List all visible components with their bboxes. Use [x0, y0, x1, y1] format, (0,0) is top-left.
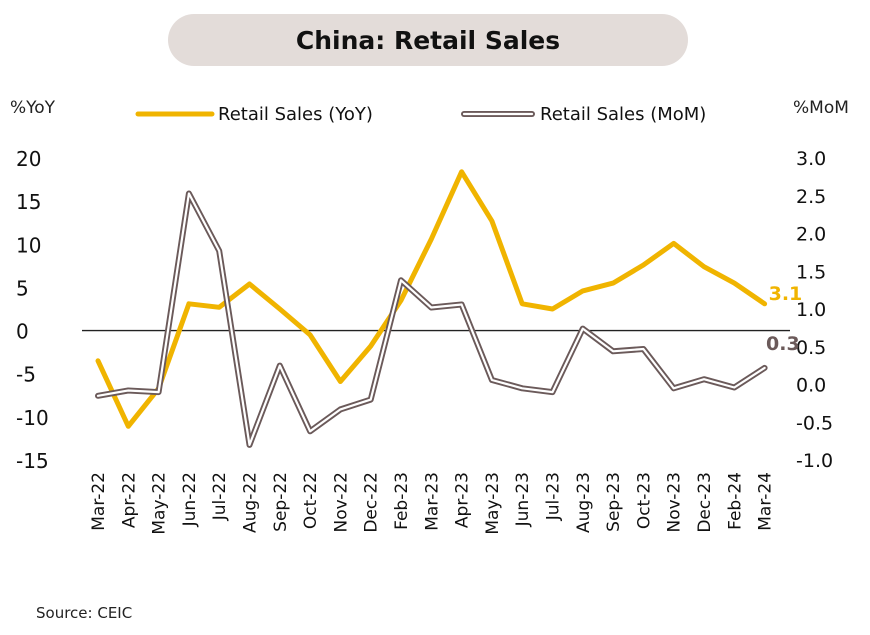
x-tick-label: Dec-22 [362, 472, 382, 533]
x-tick-label: Oct-23 [634, 472, 654, 529]
x-tick-label: Jul-22 [210, 472, 230, 521]
x-tick-label: Feb-24 [725, 472, 745, 530]
left-axis-title: %YoY [10, 98, 56, 118]
series-line-yoy [95, 169, 768, 429]
x-tick-label: Mar-22 [89, 472, 109, 531]
right-tick-label: 0.5 [796, 337, 826, 359]
right-tick-label: 2.5 [796, 186, 826, 208]
right-tick-label: 2.0 [796, 224, 826, 246]
line-chart: %YoY %MoM 20 15 10 5 0 -5 -10 -15 3.0 2.5 2.0 1.5 1.0 0… [10, 98, 849, 535]
x-tick-label: Dec-23 [695, 472, 715, 533]
series-line-mom [95, 190, 768, 448]
x-tick-label: Nov-23 [665, 472, 685, 533]
end-label-yoy: 3.1 [769, 283, 803, 305]
left-tick-label: -5 [16, 363, 36, 387]
left-tick-label: -10 [16, 406, 49, 430]
legend-label-yoy: Retail Sales (YoY) [218, 104, 373, 125]
legend-label-mom: Retail Sales (MoM) [540, 104, 706, 125]
right-tick-label: 3.0 [796, 148, 826, 170]
x-tick-label: Sep-23 [604, 472, 624, 532]
x-tick-label: Jul-23 [544, 472, 564, 521]
x-tick-label: Jun-22 [180, 472, 200, 527]
right-tick-label: -1.0 [796, 450, 833, 472]
x-tick-label: Sep-22 [271, 472, 291, 532]
right-tick-label: 0.0 [796, 375, 826, 397]
right-tick-label: 1.0 [796, 299, 826, 321]
x-tick-label: Jun-23 [513, 472, 533, 527]
x-tick-label: Mar-24 [756, 472, 776, 531]
x-tick-label: Apr-23 [453, 472, 473, 528]
x-tick-label: Aug-23 [574, 472, 594, 533]
left-tick-label: -15 [16, 449, 49, 473]
chart-title: China: Retail Sales [295, 25, 561, 55]
left-tick-label: 5 [16, 276, 29, 300]
left-tick-label: 20 [16, 147, 41, 171]
x-tick-label: Apr-22 [119, 472, 139, 528]
x-tick-label: Nov-22 [331, 472, 351, 533]
right-tick-label: -0.5 [796, 412, 833, 434]
x-tick-label: May-23 [483, 472, 503, 535]
series-line-mom-inner [96, 192, 766, 446]
right-tick-label: 1.5 [796, 261, 826, 283]
left-tick-label: 0 [16, 320, 29, 344]
x-tick-label: Feb-23 [392, 472, 412, 530]
title-banner: China: Retail Sales [168, 14, 688, 66]
left-tick-label: 10 [16, 233, 41, 257]
right-axis-title: %MoM [793, 98, 849, 118]
end-label-mom: 0.3 [766, 333, 800, 355]
x-tick-label: May-22 [150, 472, 170, 535]
x-tick-label: Mar-23 [422, 472, 442, 531]
x-tick-label: Aug-22 [241, 472, 261, 533]
source-note: Source: CEIC [36, 604, 133, 622]
x-tick-label: Oct-22 [301, 472, 321, 529]
left-tick-label: 15 [16, 190, 41, 214]
